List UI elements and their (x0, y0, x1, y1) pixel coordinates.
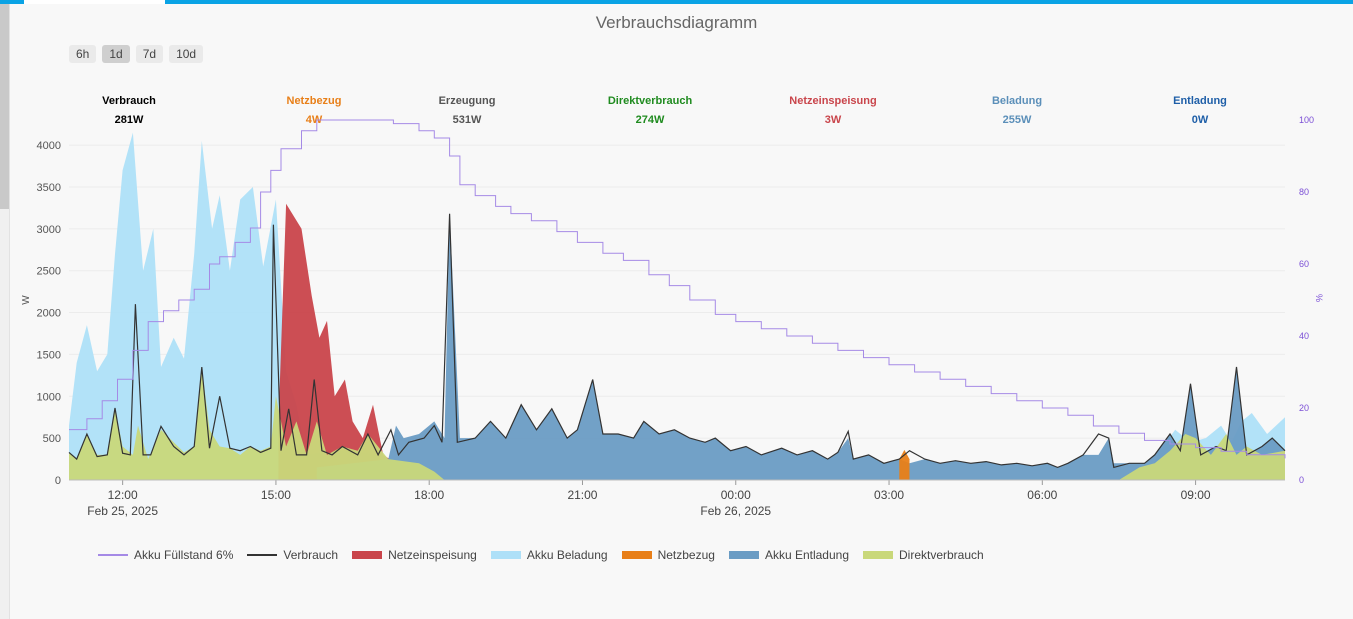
stat-label: Netzbezug (286, 95, 342, 107)
y2-tick-label: 20 (1299, 403, 1309, 413)
top-accent-bar (0, 0, 1353, 4)
stat-direktverbrauch: Direktverbrauch 274W (590, 95, 710, 126)
chart-title: Verbrauchsdiagramm (595, 13, 758, 32)
y-tick-label: 0 (55, 475, 61, 487)
stat-label: Verbrauch (102, 95, 156, 107)
active-tab-indicator (24, 0, 165, 4)
y-tick-label: 500 (43, 433, 61, 445)
legend-item[interactable]: Verbrauch (247, 548, 338, 562)
scrollbar-thumb[interactable] (0, 4, 9, 209)
area-akku-beladung (69, 132, 1285, 480)
legend-label: Netzbezug (657, 548, 715, 562)
legend-swatch (352, 551, 383, 559)
y-tick-label: 4000 (37, 140, 61, 152)
y2-axis-label: % (1314, 294, 1324, 302)
summary-stats: Verbrauch 281W Netzbezug 4W Erzeugung 531W … (0, 95, 1353, 135)
stat-value: 4W (305, 114, 323, 126)
stat-netzeinspeisung: Netzeinspeisung 3W (773, 95, 893, 126)
y2-tick-label: 100 (1299, 115, 1314, 125)
x-tick-label: 06:00 (1027, 488, 1057, 502)
legend-swatch (98, 554, 128, 556)
x-tick-label: 00:00 (721, 488, 751, 502)
y2-tick-label: 80 (1299, 187, 1309, 197)
stat-label: Entladung (1173, 95, 1227, 107)
y-tick-label: 3000 (37, 224, 61, 236)
stat-entladung: Entladung 0W (1140, 95, 1260, 126)
x-tick-label: 21:00 (567, 488, 597, 502)
y-tick-label: 2500 (37, 266, 61, 278)
stat-value: 274W (635, 114, 665, 126)
y-axis-label: W (21, 295, 32, 305)
legend-swatch (247, 554, 278, 556)
y2-tick-label: 0 (1299, 475, 1304, 485)
area-netzeinspeisung (278, 203, 394, 480)
legend-item[interactable]: Akku Beladung (490, 548, 608, 562)
stat-value: 3W (824, 114, 842, 126)
stat-verbrauch: Verbrauch 281W (69, 95, 189, 126)
stat-label: Direktverbrauch (607, 95, 693, 107)
legend: Akku Füllstand 6% Verbrauch Netzeinspeisun… (98, 548, 984, 562)
y-tick-label: 2000 (37, 308, 61, 320)
range-selector: 6h 1d 7d 10d (69, 45, 204, 63)
legend-label: Netzeinspeisung (388, 548, 477, 562)
legend-label: Akku Beladung (526, 548, 608, 562)
y-tick-label: 1500 (37, 349, 61, 361)
x-tick-label: 15:00 (261, 488, 291, 502)
stat-value: 531W (452, 114, 482, 126)
stat-erzeugung: Erzeugung 531W (407, 95, 527, 126)
x-tick-label: 18:00 (414, 488, 444, 502)
legend-item[interactable]: Netzbezug (621, 548, 715, 562)
range-button-6h[interactable]: 6h (69, 45, 97, 63)
stat-label: Netzeinspeisung (789, 95, 877, 107)
consumption-chart[interactable]: 0 500 1000 1500 2000 2500 3000 3500 4000 0 20 40 60 8… (0, 0, 1353, 540)
x-tick-label: 12:00 (108, 488, 138, 502)
legend-item[interactable]: Direktverbrauch (863, 548, 984, 562)
x-tick-date: Feb 26, 2025 (700, 504, 771, 518)
stat-label: Erzeugung (438, 95, 496, 107)
legend-item[interactable]: Akku Entladung (728, 548, 849, 562)
legend-label: Verbrauch (283, 548, 339, 562)
range-button-7d[interactable]: 7d (135, 45, 164, 63)
legend-label: Akku Entladung (764, 548, 849, 562)
line-akku-fuellstand (69, 119, 1286, 459)
range-button-10d[interactable]: 10d (169, 45, 204, 63)
x-tick-label: 09:00 (1181, 488, 1211, 502)
y-tick-label: 3500 (37, 182, 61, 194)
x-tick-label: 03:00 (874, 488, 904, 502)
stat-value: 281W (114, 114, 144, 126)
y-tick-label: 1000 (37, 391, 61, 403)
legend-swatch (728, 551, 759, 559)
area-direktverbrauch (69, 367, 1285, 480)
legend-label: Direktverbrauch (899, 548, 984, 562)
legend-swatch (621, 551, 652, 559)
stat-beladung: Beladung 255W (957, 95, 1077, 126)
legend-label: Akku Füllstand 6% (134, 548, 234, 562)
x-tick-date: Feb 25, 2025 (87, 504, 158, 518)
legend-item[interactable]: Netzeinspeisung (352, 548, 477, 562)
legend-swatch (490, 551, 521, 559)
y2-tick-label: 60 (1299, 259, 1309, 269)
stat-value: 255W (1002, 114, 1032, 126)
stat-label: Beladung (991, 95, 1043, 107)
stat-value: 0W (1191, 114, 1209, 126)
area-akku-entladung (316, 212, 1285, 480)
y2-tick-label: 40 (1299, 331, 1309, 341)
range-button-1d[interactable]: 1d (102, 45, 130, 63)
scrollbar[interactable] (0, 4, 10, 619)
stat-netzbezug: Netzbezug 4W (254, 95, 374, 126)
line-verbrauch (68, 213, 1286, 469)
legend-swatch (863, 551, 893, 559)
legend-item[interactable]: Akku Füllstand 6% (98, 548, 233, 562)
